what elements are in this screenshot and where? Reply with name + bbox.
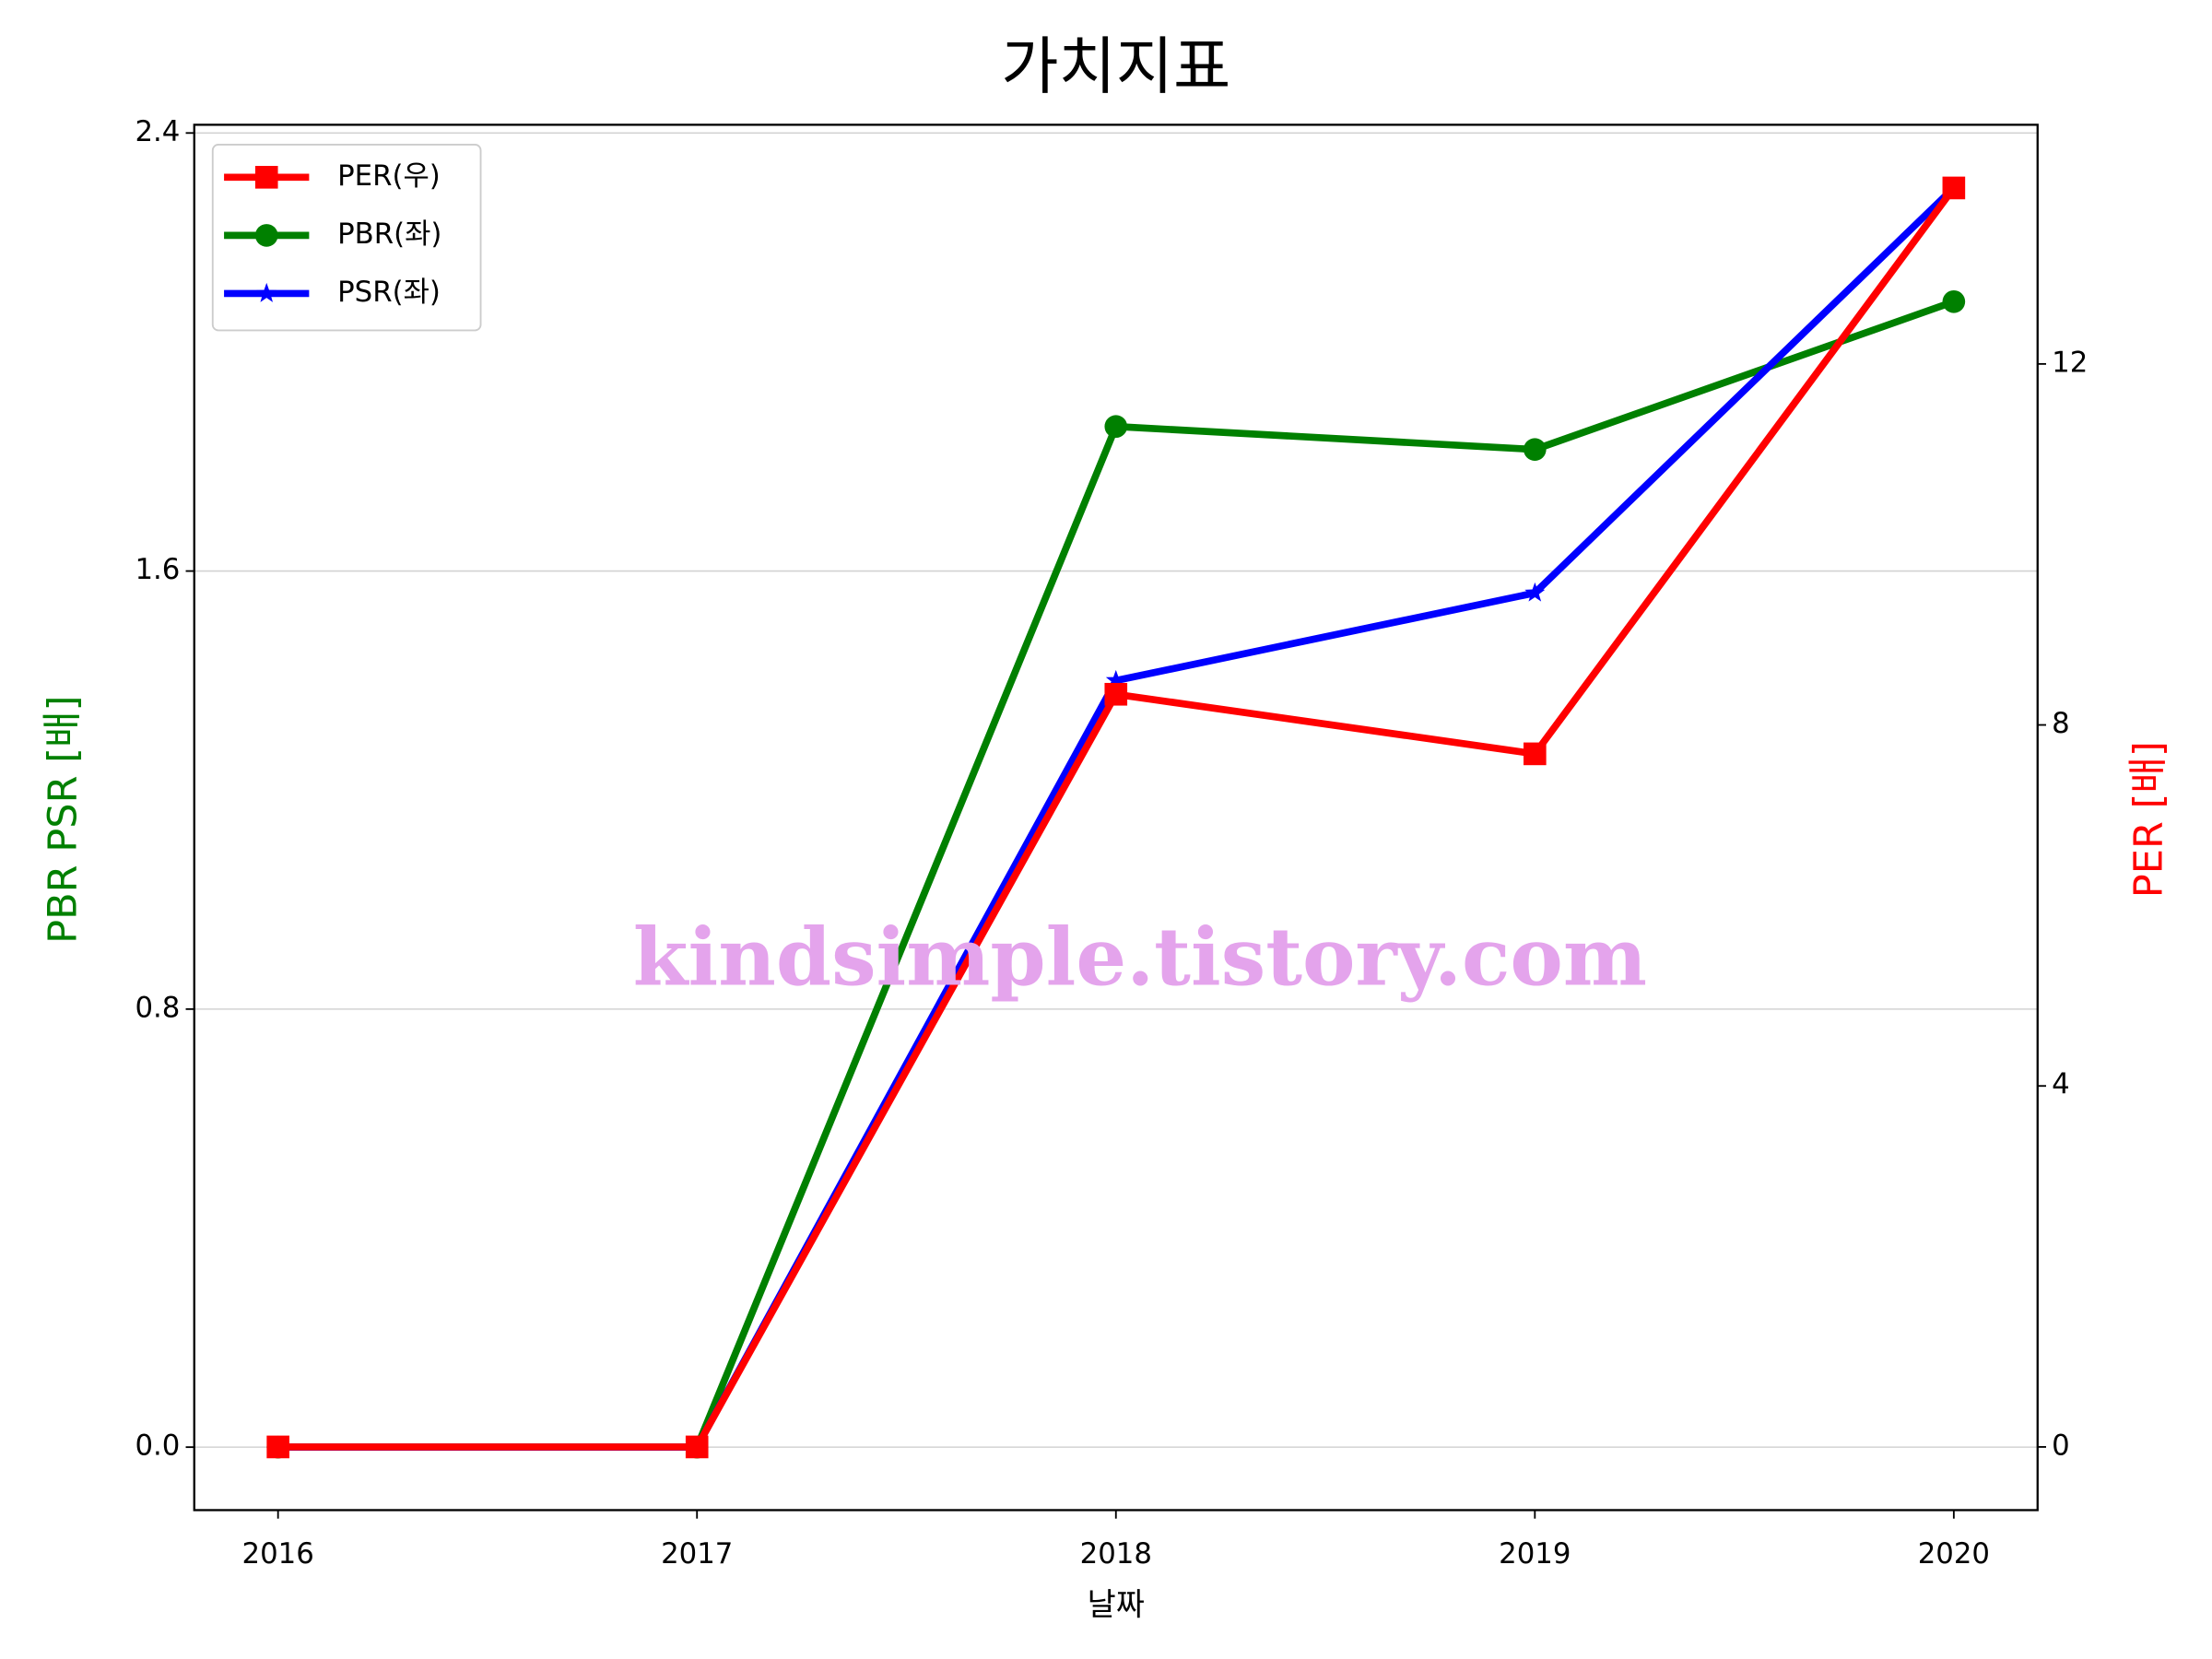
legend-label: PER(우) <box>337 159 441 193</box>
x-tick-label: 2020 <box>1918 1537 1990 1571</box>
y2-tick-label: 0 <box>2052 1429 2070 1462</box>
y2-tick-label: 4 <box>2052 1068 2070 1101</box>
x-tick-label: 2016 <box>242 1537 314 1571</box>
marker <box>266 1435 289 1459</box>
marker <box>254 166 278 189</box>
marker <box>1942 289 1966 313</box>
marker <box>1524 438 1547 461</box>
x-tick-label: 2019 <box>1499 1537 1571 1571</box>
marker <box>1105 669 1126 689</box>
y2-tick-label: 8 <box>2052 707 2070 740</box>
y-tick-label: 0.8 <box>135 991 180 1024</box>
legend-label: PSR(좌) <box>337 276 441 309</box>
watermark: kindsimple.tistory.com <box>633 912 1647 1005</box>
marker <box>1942 176 1966 200</box>
marker <box>685 1435 709 1459</box>
series <box>266 176 1966 1459</box>
y2-tick-label: 12 <box>2052 346 2088 379</box>
marker <box>256 282 277 302</box>
marker <box>1524 582 1546 602</box>
legend: PER(우) PBR(좌) PSR(좌) <box>211 143 482 332</box>
marker <box>1104 415 1128 439</box>
plot-frame <box>193 124 2039 1512</box>
chart-title: 가치지표 <box>1001 29 1230 102</box>
marker <box>1104 682 1128 706</box>
marker <box>254 224 278 247</box>
x-tick-label: 2017 <box>661 1537 733 1571</box>
y-tick-label: 0.0 <box>135 1430 180 1463</box>
y2-axis-label: PER [배] <box>2125 741 2171 898</box>
y-tick-label: 1.6 <box>135 553 180 586</box>
x-axis-label: 날짜 <box>1088 1587 1145 1623</box>
legend-box <box>211 143 482 332</box>
x-tick-label: 2018 <box>1080 1537 1152 1571</box>
y-tick-label: 2.4 <box>135 115 180 148</box>
marker <box>1524 742 1547 766</box>
legend-label: PBR(좌) <box>337 218 441 251</box>
y-axis-label: PBR PSR [배] <box>40 696 86 944</box>
